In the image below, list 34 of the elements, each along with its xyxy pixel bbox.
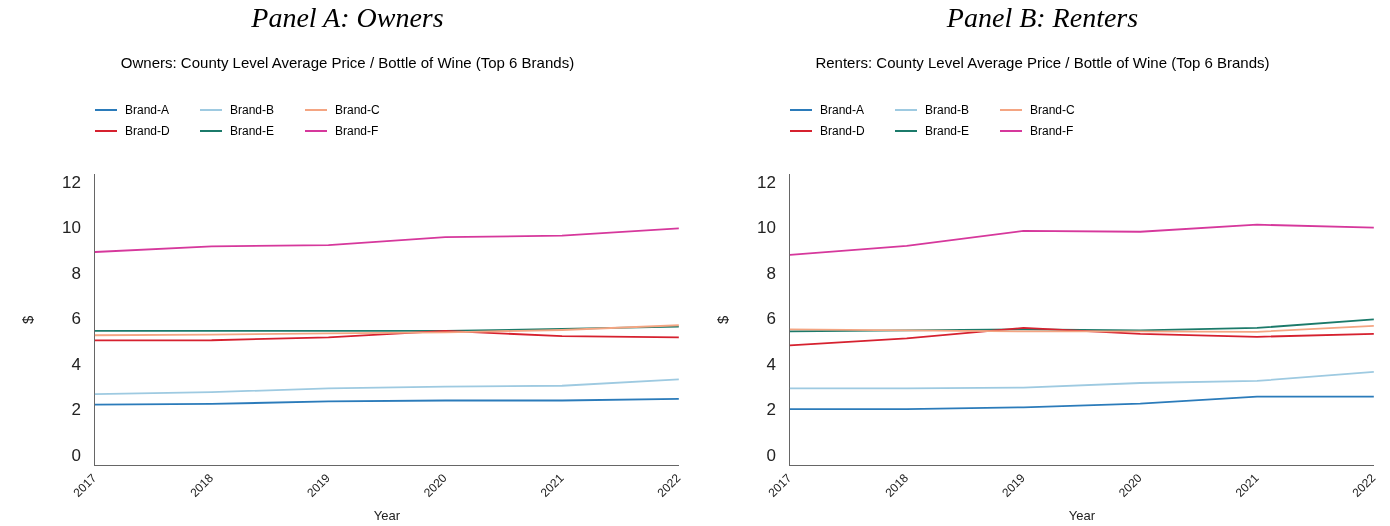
y-tick-label: 6 (766, 309, 776, 329)
y-axis-title: $ (714, 314, 732, 324)
legend-label: Brand-C (335, 103, 380, 117)
legend-label: Brand-E (925, 124, 970, 138)
y-tick-label: 10 (756, 218, 776, 238)
legend-label: Brand-B (230, 103, 275, 117)
y-tick-label: 8 (71, 263, 81, 283)
y-tick-label: 10 (61, 218, 81, 238)
legend-label: Brand-D (820, 124, 865, 138)
y-tick-label: 2 (71, 400, 81, 420)
chart-title: Panel A: Owners (250, 2, 445, 34)
legend-label: Brand-A (125, 103, 170, 117)
legend-label: Brand-D (125, 124, 170, 138)
chart-subtitle: Owners: County Level Average Price / Bottle of Wine (Top 6 Brands) (119, 54, 576, 71)
x-axis-title: Year (373, 507, 401, 523)
legend-label: Brand-F (335, 124, 379, 138)
y-tick-label: 0 (71, 445, 81, 465)
legend-label: Brand-B (925, 103, 970, 117)
y-tick-label: 4 (766, 354, 776, 374)
x-axis-title: Year (1068, 507, 1096, 523)
chart-subtitle: Renters: County Level Average Price / Bottle of Wine (Top 6 Brands) (814, 54, 1271, 71)
y-tick-label: 4 (71, 354, 81, 374)
y-tick-label: 0 (766, 445, 776, 465)
y-axis-title: $ (19, 314, 37, 324)
legend-label: Brand-C (1030, 103, 1075, 117)
y-tick-label: 8 (766, 263, 776, 283)
legend-label: Brand-F (1030, 124, 1074, 138)
chart-title: Panel B: Renters (945, 2, 1140, 34)
y-tick-label: 2 (766, 400, 776, 420)
y-tick-label: 12 (61, 172, 81, 192)
legend-label: Brand-A (820, 103, 865, 117)
y-tick-label: 6 (71, 309, 81, 329)
y-tick-label: 12 (756, 172, 776, 192)
legend-label: Brand-E (230, 124, 275, 138)
